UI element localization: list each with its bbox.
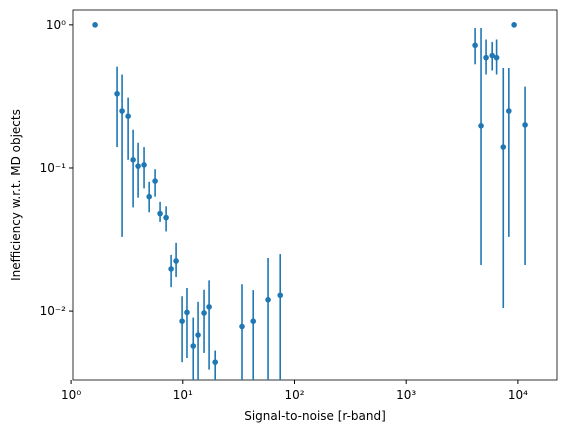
data-point [179,318,185,324]
data-point [184,309,190,316]
data-point [146,193,152,200]
data-point [483,54,489,61]
data-point [130,157,136,163]
data-point [152,178,158,184]
data-point [92,22,98,28]
data-point [114,90,120,97]
data-point [190,343,197,349]
data-point [212,359,218,365]
data-point [265,296,271,303]
data-point [168,266,174,272]
y-tick-label: 10⁰ [46,18,66,32]
data-point [173,258,179,264]
data-point [478,123,484,129]
data-point [201,310,207,316]
x-tick-label: 10⁴ [508,388,528,402]
y-tick-label: 10⁻¹ [40,161,67,175]
data-point [522,122,528,128]
data-point [250,318,257,324]
x-axis-label: Signal-to-noise [r-band] [244,409,386,423]
data-point [500,144,507,150]
data-point [506,108,512,114]
data-point [239,323,245,330]
y-tick-label: 10⁻² [40,304,67,318]
x-tick-label: 10¹ [173,388,193,402]
y-axis-label: Inefficiency w.r.t. MD objects [9,109,23,281]
data-point [125,113,131,120]
data-point [206,304,212,310]
x-tick-label: 10² [284,388,304,402]
data-point [195,332,201,338]
x-tick-label: 10⁰ [61,388,81,402]
plot-area [92,22,528,380]
data-point [119,108,125,114]
data-point [472,42,478,49]
data-point [135,163,141,169]
data-point [511,22,517,28]
plot-frame [72,9,558,381]
x-tick-label: 10³ [396,388,416,402]
data-point [157,210,163,217]
data-point [277,292,284,299]
data-point [489,52,496,59]
data-point [141,162,147,168]
data-point [493,54,500,61]
data-point [163,214,169,221]
